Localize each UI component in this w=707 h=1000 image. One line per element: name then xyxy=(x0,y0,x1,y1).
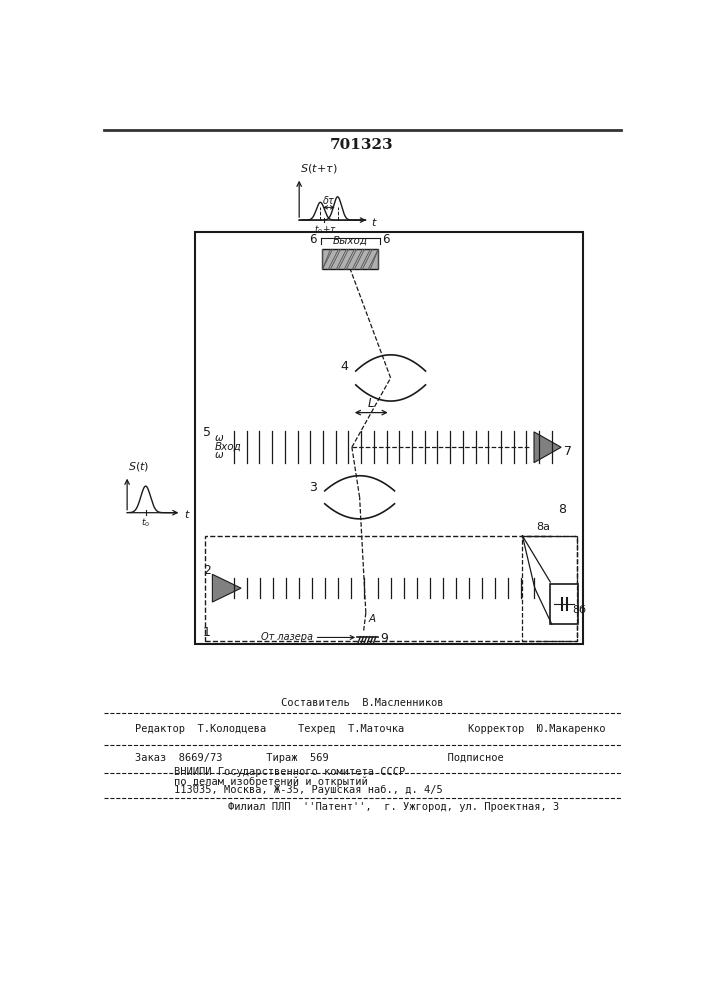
Text: Филиал ПЛП  ''Патент'',  г. Ужгород, ул. Проектная, 3: Филиал ПЛП ''Патент'', г. Ужгород, ул. П… xyxy=(228,802,559,812)
Text: 9: 9 xyxy=(380,632,387,645)
Bar xyxy=(195,232,583,644)
Text: $t$: $t$ xyxy=(184,508,190,520)
Bar xyxy=(522,536,577,641)
Text: ω: ω xyxy=(215,433,223,443)
Text: ω: ω xyxy=(215,450,223,460)
Text: 5: 5 xyxy=(203,426,211,439)
Text: 3: 3 xyxy=(309,481,317,494)
Text: 6: 6 xyxy=(310,233,317,246)
Polygon shape xyxy=(534,432,561,463)
Text: 113035, Москва, Ж-35, Раушская наб., д. 4/5: 113035, Москва, Ж-35, Раушская наб., д. … xyxy=(174,785,443,795)
Text: $L$: $L$ xyxy=(368,397,375,410)
Text: От лазера: От лазера xyxy=(261,632,313,642)
Text: $t_0$: $t_0$ xyxy=(141,517,151,529)
Text: по делам изобретений и открытий: по делам изобретений и открытий xyxy=(174,776,368,787)
Text: $t_0\!+\!\tau$: $t_0\!+\!\tau$ xyxy=(314,224,337,236)
Text: Корректор  Ю.Макаренко: Корректор Ю.Макаренко xyxy=(468,724,606,734)
Text: $S(t\!+\!\tau)$: $S(t\!+\!\tau)$ xyxy=(300,162,338,175)
Text: Вход: Вход xyxy=(215,442,242,452)
Bar xyxy=(550,584,578,624)
Text: 1: 1 xyxy=(203,626,211,639)
Text: $t$: $t$ xyxy=(371,216,378,228)
Bar xyxy=(204,536,577,641)
Text: 4: 4 xyxy=(340,360,348,373)
Text: Редактор  Т.Колодцева: Редактор Т.Колодцева xyxy=(135,724,266,734)
Text: 7: 7 xyxy=(564,445,572,458)
Text: 6: 6 xyxy=(382,233,390,246)
Text: Выход: Выход xyxy=(333,236,368,246)
Text: 701323: 701323 xyxy=(330,138,394,152)
Text: 8а: 8а xyxy=(537,522,550,532)
Text: 8: 8 xyxy=(558,503,566,516)
Text: 2: 2 xyxy=(203,564,211,577)
Text: Составитель  В.Масленников: Составитель В.Масленников xyxy=(281,698,443,708)
Text: А: А xyxy=(368,614,375,624)
Text: 8б: 8б xyxy=(572,605,586,615)
Text: Заказ  8669/73       Тираж  569                   Подписное: Заказ 8669/73 Тираж 569 Подписное xyxy=(135,753,503,763)
Text: Техред  Т.Маточка: Техред Т.Маточка xyxy=(298,724,404,734)
Polygon shape xyxy=(212,574,241,602)
Text: $S(t)$: $S(t)$ xyxy=(128,460,149,473)
Text: $\delta\tau$: $\delta\tau$ xyxy=(322,194,336,206)
Bar xyxy=(322,249,378,269)
Text: ВНИИПИ Государственного комитета СССР: ВНИИПИ Государственного комитета СССР xyxy=(174,767,405,777)
